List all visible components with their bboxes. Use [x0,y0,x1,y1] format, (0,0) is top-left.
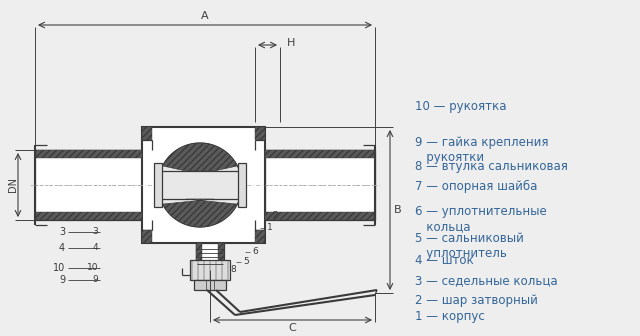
Text: 3: 3 [92,227,98,237]
Text: 7: 7 [260,238,266,247]
Text: 10 — рукоятка: 10 — рукоятка [415,100,506,113]
Polygon shape [196,243,224,270]
Text: C: C [289,323,296,333]
Polygon shape [142,127,265,243]
Polygon shape [196,243,202,270]
Text: 3 — седельные кольца: 3 — седельные кольца [415,274,557,287]
Text: 9: 9 [92,276,98,285]
Polygon shape [142,127,152,140]
Polygon shape [35,150,142,220]
Text: 5 — сальниковый
   уплотнитель: 5 — сальниковый уплотнитель [415,232,524,260]
Polygon shape [163,199,237,227]
Text: 4: 4 [92,244,98,252]
Polygon shape [142,230,152,243]
Text: 1: 1 [267,223,273,233]
Polygon shape [36,212,142,220]
Text: 10: 10 [86,263,98,272]
Text: 10: 10 [52,263,65,273]
Polygon shape [265,150,375,220]
Text: 6 — уплотнительные
   кольца: 6 — уплотнительные кольца [415,205,547,233]
Text: 1 — корпус: 1 — корпус [415,310,484,323]
Text: H: H [287,38,296,48]
Text: 2: 2 [272,210,278,219]
Text: DN: DN [8,177,18,193]
Polygon shape [255,230,265,243]
Polygon shape [36,150,142,158]
Polygon shape [154,163,162,207]
Polygon shape [194,280,226,290]
Text: 9: 9 [59,275,65,285]
Text: 3: 3 [59,227,65,237]
Text: 8 — втулка сальниковая: 8 — втулка сальниковая [415,160,568,173]
Text: 6: 6 [252,248,258,256]
Text: 4 — шток: 4 — шток [415,254,474,267]
Text: A: A [201,11,209,21]
Polygon shape [255,127,265,140]
Polygon shape [238,163,246,207]
Text: 5: 5 [243,257,249,266]
Polygon shape [190,260,230,280]
Polygon shape [218,243,224,270]
Text: 9 — гайка крепления
   рукоятки: 9 — гайка крепления рукоятки [415,136,548,164]
Polygon shape [265,150,374,158]
Text: 2 — шар затворный: 2 — шар затворный [415,294,538,307]
Polygon shape [158,143,242,227]
Text: 8: 8 [230,265,236,275]
Text: 7 — опорная шайба: 7 — опорная шайба [415,180,538,193]
Text: 4: 4 [59,243,65,253]
Polygon shape [265,212,374,220]
Polygon shape [163,143,237,171]
Text: B: B [394,205,402,215]
